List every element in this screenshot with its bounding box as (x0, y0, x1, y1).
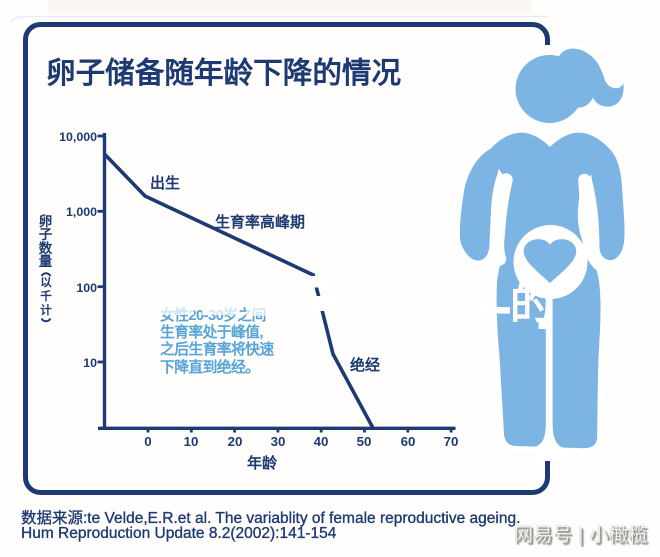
svg-text:的: 的 (510, 281, 553, 329)
